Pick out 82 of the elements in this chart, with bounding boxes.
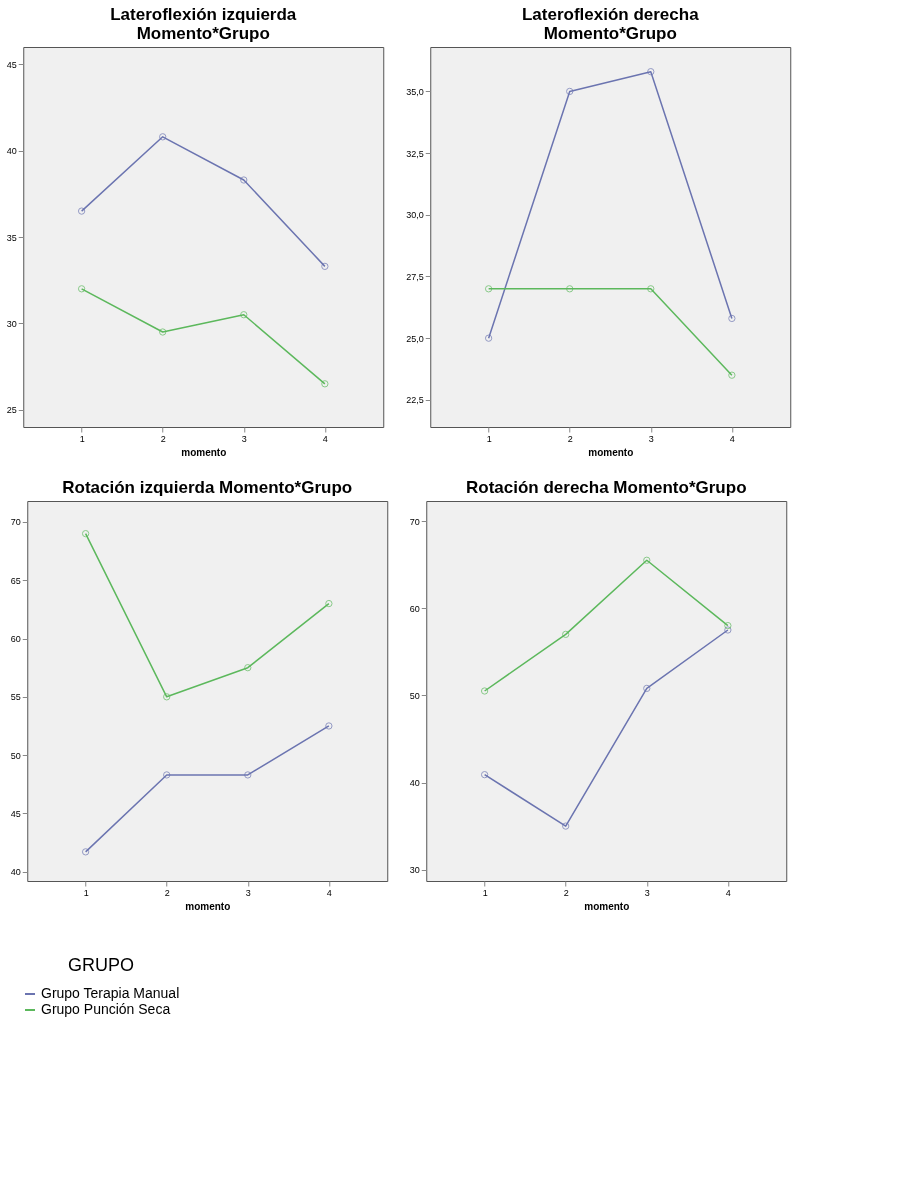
y-tick-label: 35,0 — [406, 86, 424, 97]
point — [321, 262, 329, 271]
x-tick-label: 4 — [725, 887, 731, 898]
point — [562, 822, 570, 830]
y-tick-label: 22,5 — [406, 395, 424, 406]
point — [240, 311, 248, 319]
point — [728, 371, 736, 379]
point — [647, 285, 655, 293]
y-tick-label: 40 — [6, 146, 17, 157]
point — [728, 314, 736, 323]
x-tick-label: 4 — [322, 433, 328, 444]
y-tick-label: 27,5 — [406, 271, 424, 282]
x-axis-title: momento — [185, 900, 231, 912]
point — [81, 848, 90, 856]
point — [77, 207, 86, 215]
y-tick-label: 40 — [10, 867, 21, 878]
y-tick-label: 32,5 — [406, 148, 424, 159]
y-tick-label: 25 — [6, 405, 17, 416]
chart-title: Rotación izquierda Momento*Grupo — [62, 478, 353, 497]
point — [566, 87, 574, 96]
y-tick-label: 45 — [6, 59, 17, 70]
y-tick-label: 25,0 — [406, 333, 424, 344]
point — [647, 68, 655, 76]
legend-label: Grupo Terapia Manual — [41, 985, 180, 1001]
point — [159, 328, 167, 336]
x-tick-label: 1 — [83, 887, 89, 898]
y-tick-label: 30,0 — [406, 210, 424, 221]
x-tick-label: 3 — [648, 433, 654, 444]
x-axis-title: momento — [181, 446, 227, 458]
y-tick-label: 40 — [409, 778, 420, 789]
y-tick-label: 30 — [6, 318, 17, 329]
x-tick-label: 3 — [644, 887, 650, 898]
point — [480, 771, 489, 779]
x-tick-label: 3 — [241, 433, 247, 444]
chart-title: Rotación derecha Momento*Grupo — [465, 478, 747, 497]
y-tick-label: 35 — [6, 232, 17, 243]
point — [562, 630, 570, 638]
point — [163, 693, 171, 701]
x-axis-title: momento — [588, 446, 634, 458]
point — [643, 684, 651, 693]
point — [566, 285, 574, 293]
y-tick-label: 55 — [10, 692, 21, 703]
y-tick-label: 60 — [409, 603, 420, 614]
x-tick-label: 2 — [160, 433, 166, 444]
x-tick-label: 1 — [482, 887, 488, 898]
x-tick-label: 4 — [729, 433, 735, 444]
y-tick-label: 45 — [10, 808, 21, 819]
point — [325, 599, 333, 608]
x-tick-label: 1 — [79, 433, 85, 444]
point — [325, 722, 333, 730]
point — [244, 664, 252, 672]
y-tick-label: 50 — [10, 750, 21, 761]
point — [244, 771, 252, 779]
point — [724, 626, 732, 634]
chart-title: Lateroflexión derecha Momento*Grupo — [521, 5, 700, 43]
point — [81, 529, 90, 538]
point — [159, 133, 167, 141]
point — [643, 556, 651, 564]
y-tick-label: 70 — [10, 517, 21, 528]
y-tick-label: 30 — [409, 865, 420, 876]
point — [321, 380, 329, 388]
x-tick-label: 2 — [567, 433, 573, 444]
x-tick-label: 3 — [245, 887, 251, 898]
point — [480, 687, 489, 695]
point — [240, 176, 248, 184]
x-axis-title: momento — [584, 900, 630, 912]
x-tick-label: 1 — [486, 433, 492, 444]
x-tick-label: 2 — [563, 887, 569, 898]
y-tick-label: 70 — [409, 516, 420, 527]
point — [484, 334, 493, 342]
point — [724, 621, 732, 630]
x-tick-label: 4 — [326, 887, 332, 898]
point — [484, 285, 493, 293]
point — [77, 285, 86, 293]
point — [163, 771, 171, 779]
legend-label: Grupo Punción Seca — [41, 1001, 171, 1017]
y-tick-label: 50 — [409, 690, 420, 701]
y-tick-label: 60 — [10, 634, 21, 645]
y-tick-label: 65 — [10, 575, 21, 586]
chart-title: Lateroflexión izquierda Momento*Grupo — [110, 5, 297, 43]
x-tick-label: 2 — [164, 887, 170, 898]
legend-title: GRUPO — [67, 955, 135, 975]
